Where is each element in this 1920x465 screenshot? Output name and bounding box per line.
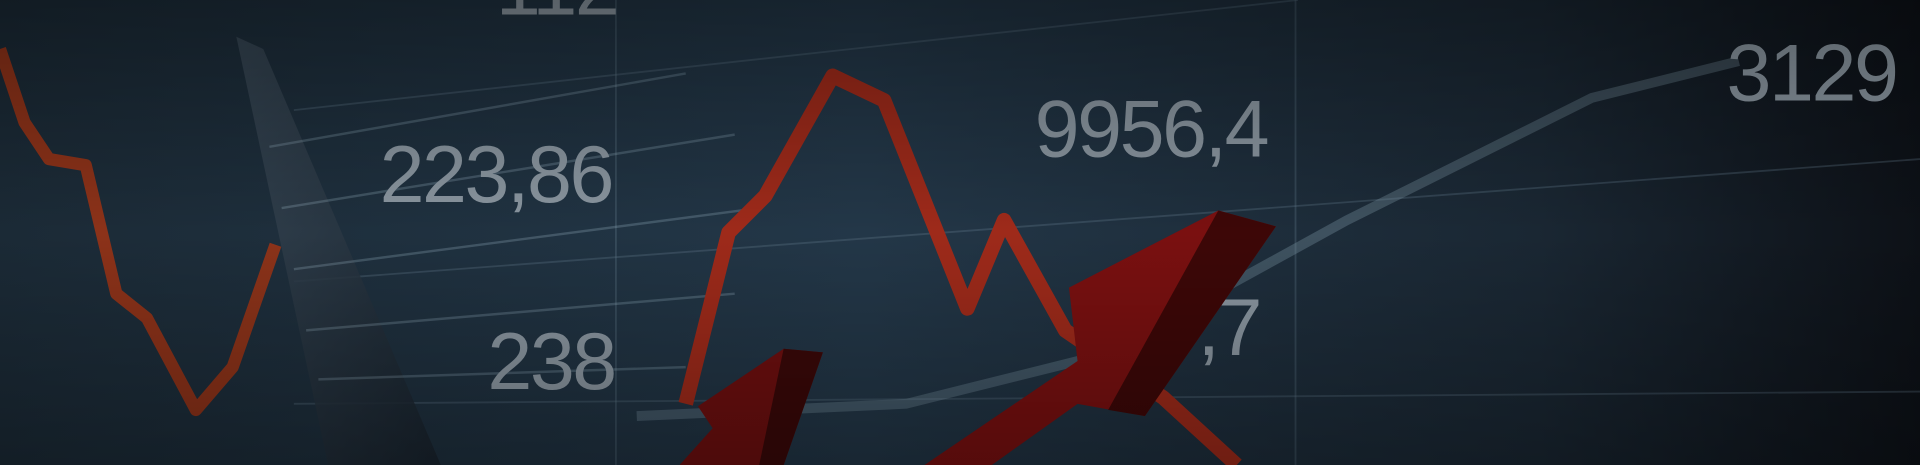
page: 112 223,86 9956,4 238 ,7 3129 (() => { c…: [0, 0, 1920, 465]
shade-overlay: [0, 0, 1920, 465]
banner-image: 112 223,86 9956,4 238 ,7 3129: [0, 0, 1920, 465]
